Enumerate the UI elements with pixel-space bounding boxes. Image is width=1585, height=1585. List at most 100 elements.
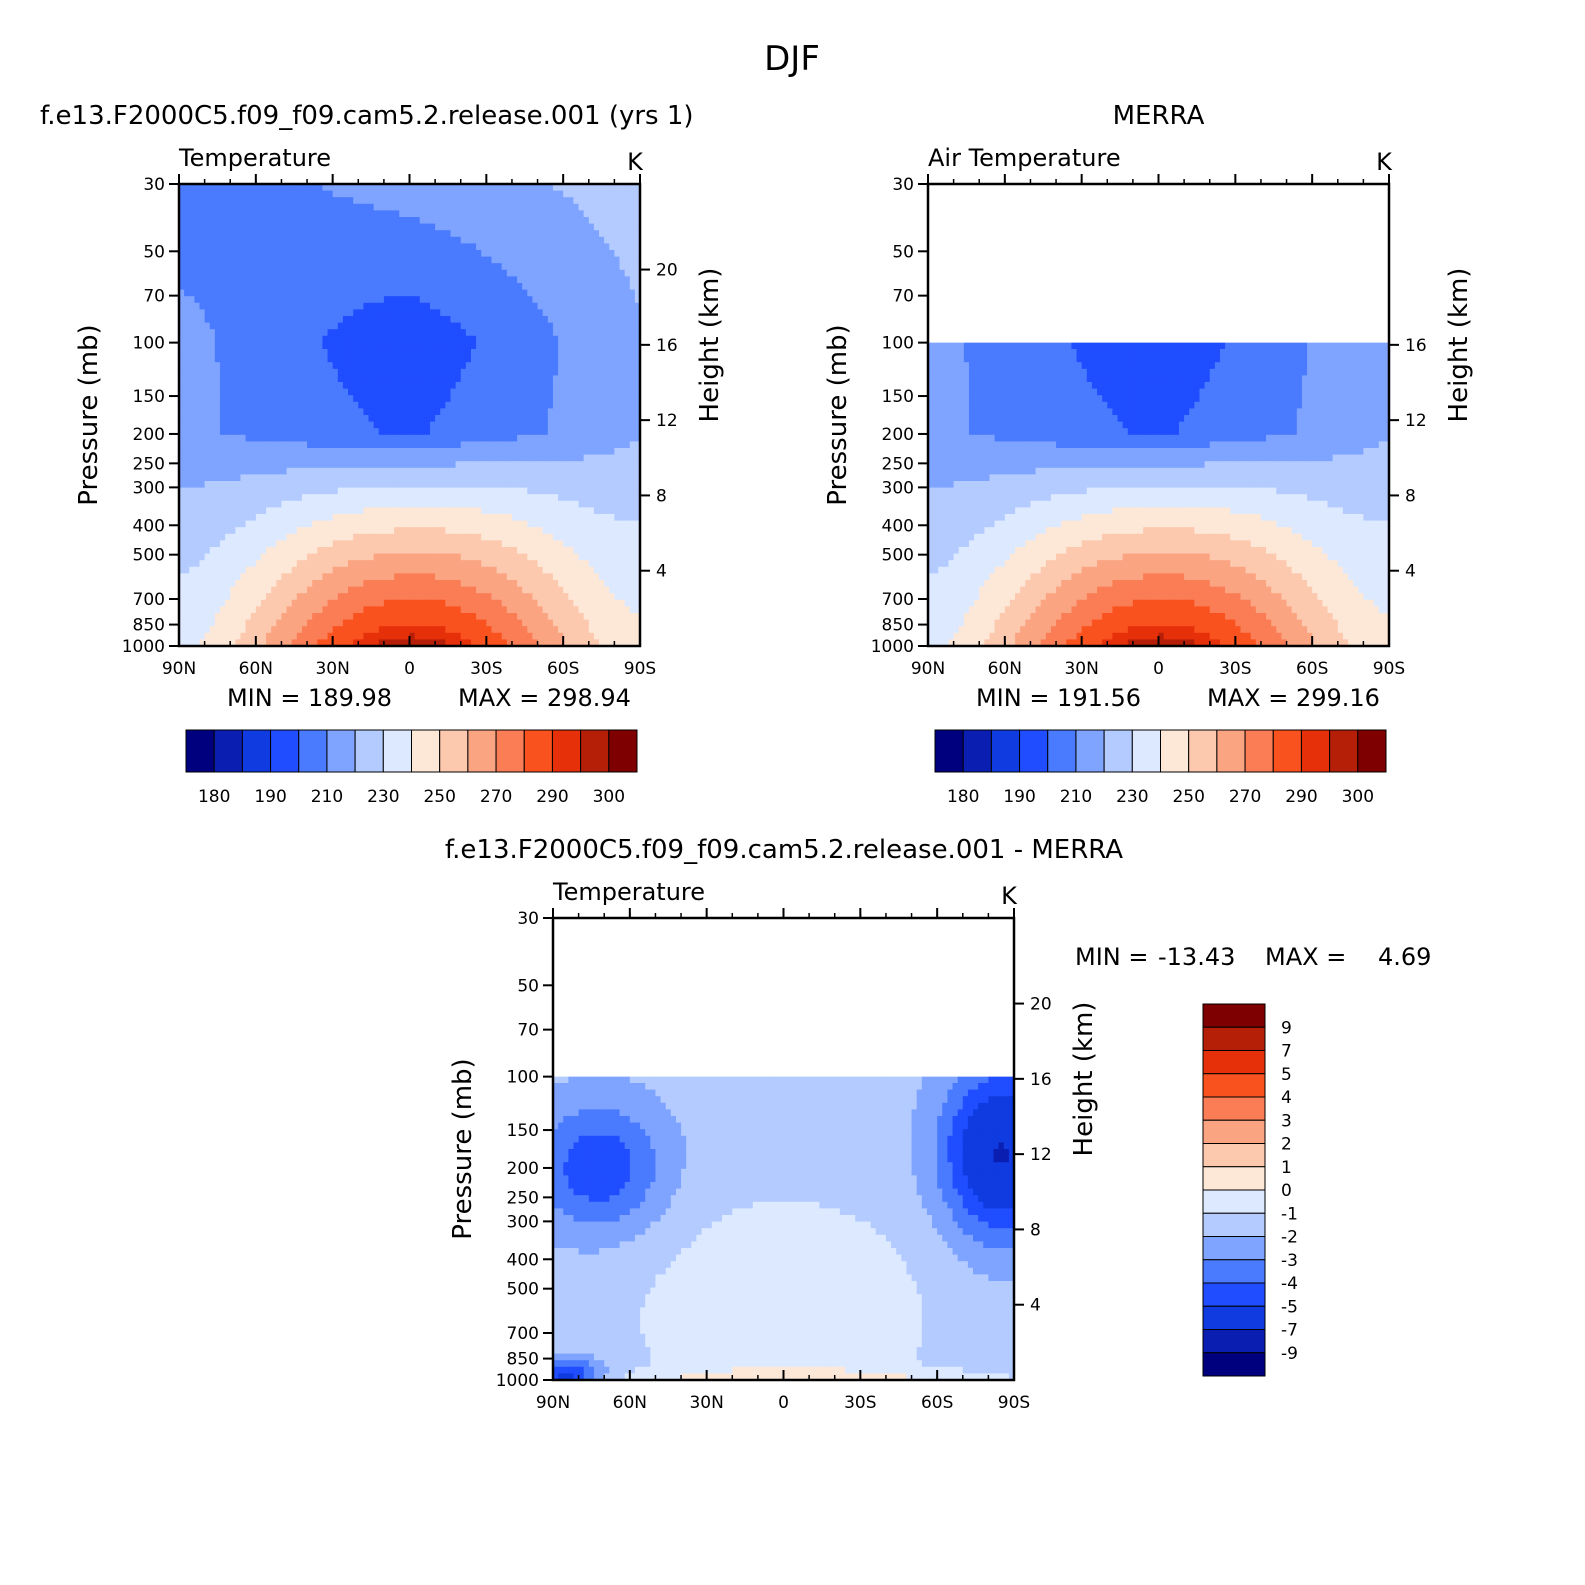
contour-cell bbox=[199, 461, 206, 469]
contour-cell bbox=[184, 203, 190, 211]
contour-cell bbox=[327, 547, 334, 555]
contour-cell bbox=[358, 474, 364, 482]
contour-cell bbox=[506, 362, 513, 370]
contour-cell bbox=[389, 500, 395, 508]
contour-cell bbox=[501, 454, 508, 462]
contour-cell bbox=[327, 454, 334, 462]
contour-cell bbox=[419, 256, 426, 264]
contour-cell bbox=[619, 355, 626, 363]
contour-cell bbox=[429, 533, 436, 541]
contour-cell bbox=[179, 428, 185, 436]
contour-cell bbox=[184, 316, 190, 324]
contour-cell bbox=[578, 362, 585, 370]
contour-cell bbox=[624, 467, 631, 475]
contour-cell bbox=[419, 217, 426, 225]
contour-cell bbox=[563, 230, 569, 238]
contour-cell bbox=[619, 461, 626, 469]
contour-cell bbox=[568, 481, 575, 489]
contour-cell bbox=[281, 276, 288, 284]
contour-cell bbox=[532, 349, 539, 357]
contour-cell bbox=[542, 487, 549, 495]
contour-cell bbox=[619, 283, 626, 291]
contour-cell bbox=[501, 467, 508, 475]
contour-cell bbox=[414, 494, 421, 502]
contour-cell bbox=[604, 415, 610, 423]
contour-cell bbox=[604, 217, 610, 225]
contour-cell bbox=[389, 296, 395, 304]
contour-cell bbox=[634, 441, 641, 449]
contour-cell bbox=[429, 217, 436, 225]
contour-cell bbox=[214, 474, 221, 482]
contour-cell bbox=[629, 243, 636, 251]
contour-cell bbox=[235, 296, 242, 304]
contour-cell bbox=[578, 494, 585, 502]
contour-cell bbox=[517, 342, 523, 350]
contour-cell bbox=[260, 210, 267, 218]
contour-cell bbox=[363, 190, 370, 198]
contour-cell bbox=[204, 362, 211, 370]
contour-cell bbox=[435, 250, 441, 258]
contour-cell bbox=[317, 368, 324, 376]
contour-cell bbox=[204, 487, 211, 495]
contour-cell bbox=[583, 243, 590, 251]
contour-cell bbox=[363, 223, 370, 231]
contour-cell bbox=[593, 335, 600, 343]
contour-cell bbox=[194, 507, 201, 515]
contour-cell bbox=[486, 355, 493, 363]
contour-cell bbox=[373, 349, 380, 357]
contour-cell bbox=[593, 263, 600, 271]
contour-cell bbox=[583, 269, 590, 277]
contour-cell bbox=[419, 494, 426, 502]
contour-cell bbox=[383, 481, 390, 489]
contour-cell bbox=[435, 349, 441, 357]
contour-cell bbox=[373, 256, 380, 264]
contour-cell bbox=[465, 461, 472, 469]
contour-cell bbox=[445, 533, 452, 541]
contour-cell bbox=[307, 309, 313, 317]
contour-cell bbox=[260, 408, 267, 416]
contour-cell bbox=[629, 236, 636, 244]
contour-cell bbox=[429, 230, 436, 238]
contour-cell bbox=[214, 243, 221, 251]
contour-cell bbox=[230, 441, 236, 449]
contour-cell bbox=[342, 256, 349, 264]
contour-cell bbox=[476, 190, 482, 198]
contour-cell bbox=[307, 481, 313, 489]
contour-cell bbox=[552, 236, 559, 244]
contour-cell bbox=[348, 415, 354, 423]
contour-cell bbox=[301, 302, 308, 310]
contour-cell bbox=[496, 349, 503, 357]
contour-cell bbox=[342, 547, 349, 555]
contour-cell bbox=[532, 428, 539, 436]
contour-cell bbox=[276, 309, 283, 317]
contour-cell bbox=[383, 309, 390, 317]
contour-cell bbox=[445, 461, 452, 469]
contour-cell bbox=[255, 415, 262, 423]
contour-cell bbox=[496, 368, 503, 376]
contour-cell bbox=[578, 401, 585, 409]
contour-cell bbox=[209, 500, 216, 508]
contour-cell bbox=[317, 382, 324, 390]
contour-cell bbox=[230, 335, 236, 343]
contour-cell bbox=[424, 382, 431, 390]
contour-cell bbox=[332, 395, 339, 403]
contour-cell bbox=[240, 494, 247, 502]
contour-cell bbox=[614, 283, 621, 291]
contour-cell bbox=[552, 210, 559, 218]
contour-cell bbox=[342, 243, 349, 251]
contour-cell bbox=[281, 434, 288, 442]
contour-cell bbox=[517, 362, 523, 370]
contour-cell bbox=[588, 520, 595, 528]
contour-cell bbox=[496, 263, 503, 271]
contour-cell bbox=[245, 415, 252, 423]
contour-cell bbox=[409, 533, 416, 541]
contour-cell bbox=[527, 230, 534, 238]
contour-cell bbox=[250, 533, 257, 541]
contour-cell bbox=[506, 388, 513, 396]
contour-cell bbox=[337, 533, 344, 541]
contour-cell bbox=[179, 243, 185, 251]
contour-cell bbox=[414, 481, 421, 489]
contour-cell bbox=[194, 421, 201, 429]
contour-cell bbox=[394, 415, 400, 423]
contour-cell bbox=[496, 415, 503, 423]
